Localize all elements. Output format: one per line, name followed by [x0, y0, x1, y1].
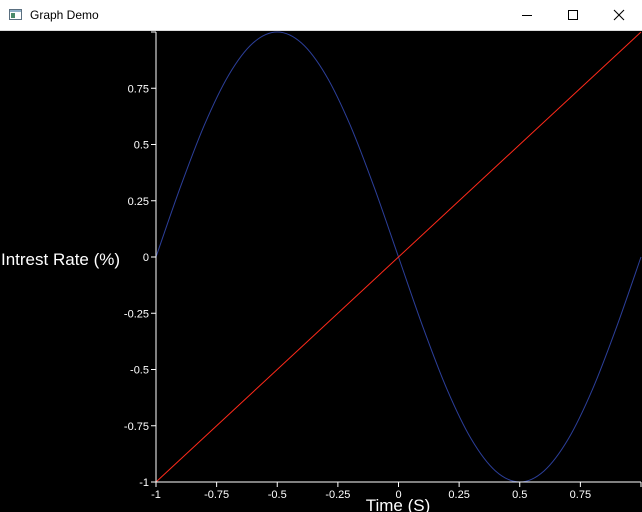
- title-bar[interactable]: Graph Demo: [0, 0, 642, 31]
- y-tick-label: 0: [143, 252, 149, 264]
- chart-area: -1 -0.75 -0.5 -0.25 0 0.25 0.5 0.75 -1 -0.75 -0.5 -…: [1, 31, 642, 512]
- window-title: Graph Demo: [30, 8, 99, 22]
- x-tick-label: 0: [395, 489, 401, 501]
- y-tick-label: -0.75: [124, 421, 149, 433]
- series-line-2: [155, 31, 642, 483]
- app-window-icon: [9, 9, 22, 20]
- x-tick-label: -0.5: [268, 489, 287, 501]
- close-icon: [613, 9, 625, 21]
- x-tick-label: 0.25: [448, 489, 469, 501]
- y-tick-label: -0.25: [124, 308, 149, 320]
- x-tick-label: -0.75: [204, 489, 229, 501]
- maximize-icon: [568, 10, 578, 20]
- x-tick-label: 0.5: [512, 489, 527, 501]
- close-button[interactable]: [596, 0, 642, 30]
- x-tick-label: 0.75: [570, 489, 591, 501]
- y-tick-label: 0.75: [128, 83, 149, 95]
- minimize-button[interactable]: [504, 0, 550, 30]
- minimize-icon: [522, 15, 532, 16]
- maximize-button[interactable]: [550, 0, 596, 30]
- y-axis-label: Intrest Rate (%): [1, 250, 120, 269]
- y-tick-label: -0.5: [130, 365, 149, 377]
- x-axis-label: Time (S): [366, 496, 431, 512]
- x-tick-label: -1: [151, 489, 161, 501]
- x-tick-label: -0.25: [325, 489, 350, 501]
- y-tick-label: 0.25: [128, 196, 149, 208]
- y-tick-label: -1: [139, 477, 149, 489]
- y-tick-label: 0.5: [134, 140, 149, 152]
